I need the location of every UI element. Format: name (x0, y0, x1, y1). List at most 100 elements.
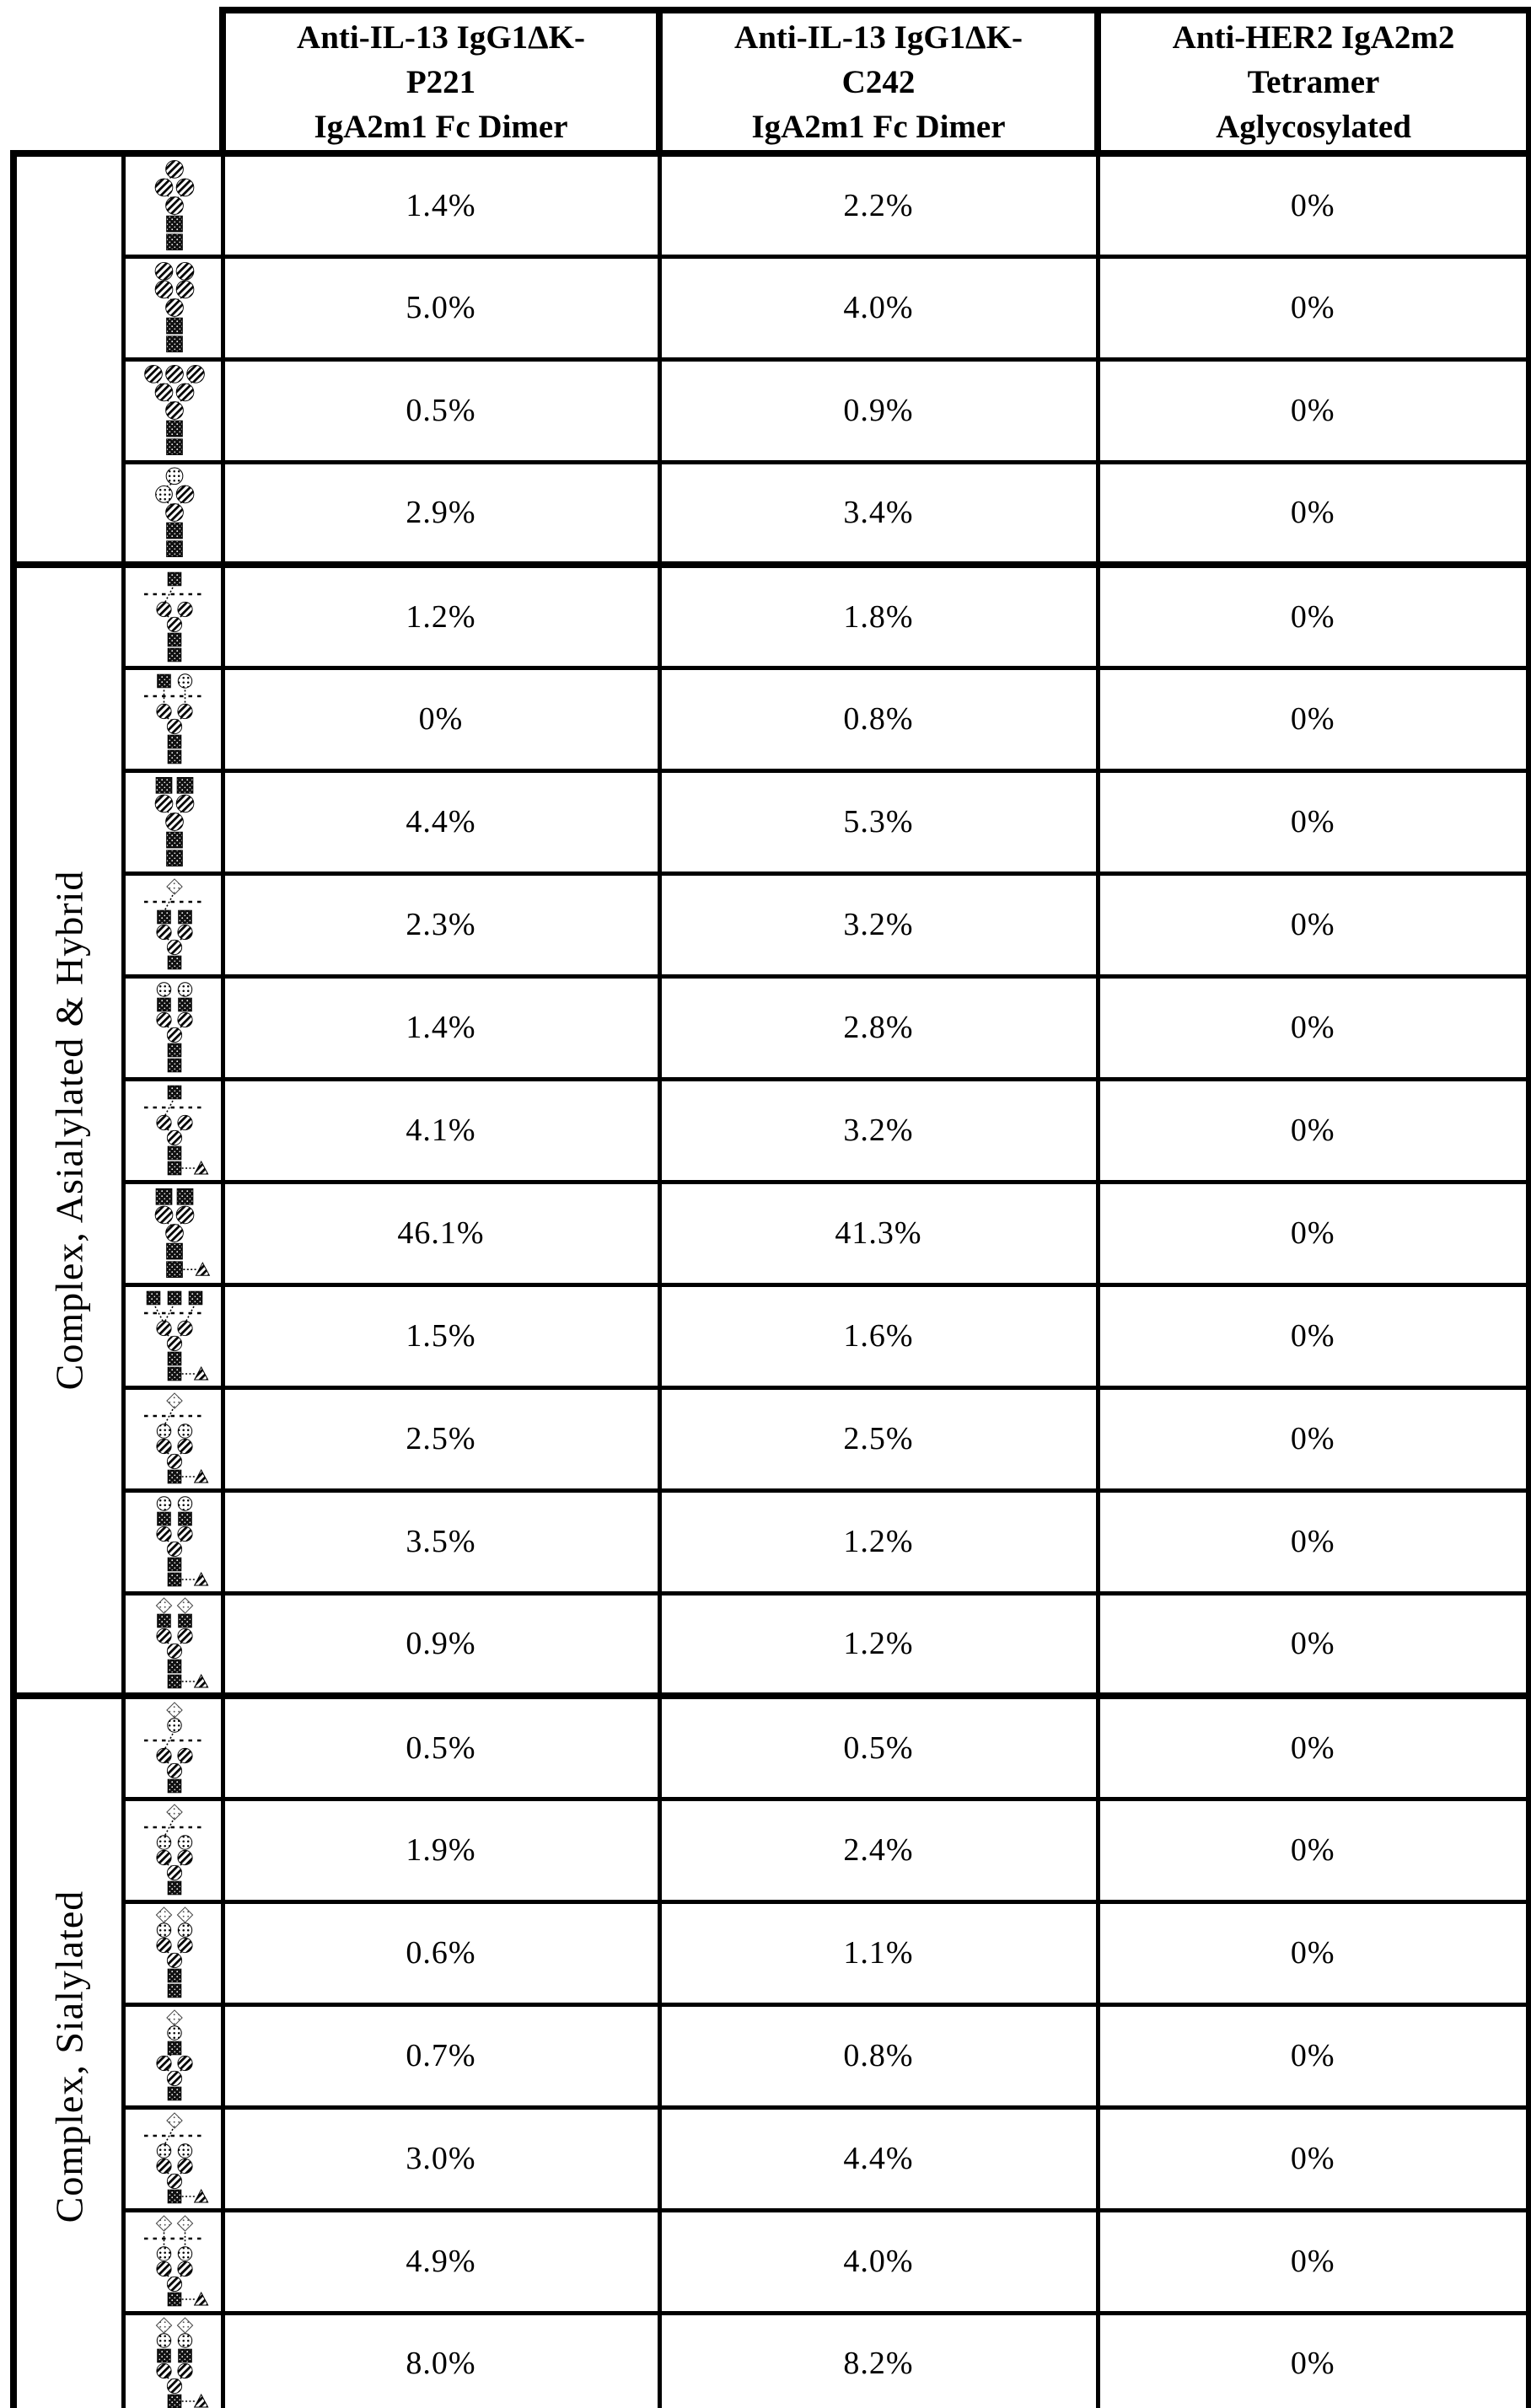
table-row: 1.5% 1.6% 0% (13, 1282, 1531, 1390)
mannose-circle-symbol (166, 939, 182, 956)
value-cell: 0% (1095, 768, 1531, 876)
glcnac-square-symbol (165, 420, 183, 437)
sialic-acid-diamond-symbol (176, 1597, 193, 1615)
glycan-structure-cell (121, 1692, 225, 1801)
value-cell: 2.5% (657, 1385, 1100, 1493)
glycan-structure-icon (154, 160, 194, 250)
galactose-circle-symbol (156, 1496, 171, 1511)
glcnac-square-symbol (156, 2348, 171, 2363)
column-header-line: Anti-IL-13 IgG1ΔK- (734, 19, 1023, 56)
table-row: 0% 0.8% 0% (13, 665, 1531, 773)
table-row: 0.5% 0.9% 0% (13, 357, 1531, 464)
group-label-text: Complex, Asialylated & Hybrid (47, 870, 91, 1391)
glcnac-square-symbol (165, 850, 183, 867)
value-cell: 0% (1095, 1385, 1531, 1493)
glcnac-square-symbol (165, 215, 183, 233)
glycan-structure-icon (143, 571, 205, 662)
glcnac-square-symbol (165, 335, 183, 353)
mannose-circle-symbol (164, 401, 184, 420)
value-cell: 1.6% (657, 1282, 1100, 1390)
fucose-triangle-symbol (193, 1365, 208, 1381)
table-row: 3.5% 1.2% 0% (13, 1488, 1531, 1596)
value-cell: 5.0% (220, 254, 662, 362)
value-cell: 0% (1095, 2002, 1531, 2110)
value-cell: 0% (1095, 357, 1531, 464)
glcnac-square-symbol (167, 1351, 181, 1366)
galactose-circle-symbol (156, 1424, 171, 1439)
mannose-circle-symbol (155, 1438, 172, 1455)
group-label-cell (10, 150, 126, 567)
table-row: 0.9% 1.2% 0% (13, 1590, 1531, 1698)
glycan-structure-cell (121, 973, 225, 1081)
glycan-structure-cell (121, 1282, 225, 1390)
glcnac-square-symbol (165, 1261, 183, 1279)
fucose-triangle-symbol (195, 1262, 210, 1276)
fucose-triangle-symbol (193, 2291, 208, 2306)
table-row: 0.7% 0.8% 0% (13, 2002, 1531, 2110)
glycan-structure-icon (155, 982, 193, 1073)
glycan-structure-cell (121, 2105, 225, 2212)
glycan-structure-cell (121, 1179, 225, 1287)
value-cell: 0% (1095, 561, 1531, 670)
glycan-structure-icon (143, 2112, 208, 2204)
galactose-circle-symbol (165, 467, 183, 485)
glcnac-square-symbol (188, 1290, 202, 1306)
table-row: Complex, Sialylated 0.5% 0.5% 0% (10, 1692, 1531, 2408)
glcnac-square-symbol (165, 540, 183, 558)
value-cell: 46.1% (220, 1179, 662, 1287)
sialic-acid-diamond-symbol (165, 2112, 183, 2129)
galactose-circle-symbol (156, 2333, 171, 2348)
mannose-circle-symbol (166, 1864, 182, 1881)
galactose-circle-symbol (177, 2333, 192, 2348)
galactose-circle-symbol (177, 2143, 192, 2159)
mannose-circle-symbol (176, 1526, 193, 1542)
glycan-structure-cell (121, 1488, 225, 1596)
glcnac-square-symbol (167, 647, 181, 662)
glycan-structure-cell (121, 1899, 225, 2007)
group-label-text: Complex, Sialylated (47, 1890, 91, 2223)
glcnac-square-symbol (155, 1188, 172, 1205)
glcnac-square-symbol (167, 1968, 181, 1983)
value-cell: 0.5% (657, 1692, 1100, 1801)
column-header: Anti-IL-13 IgG1ΔK- C242 IgA2m1 Fc Dimer (656, 7, 1101, 157)
glycan-structure-cell (121, 2002, 225, 2110)
mannose-circle-symbol (155, 924, 172, 941)
value-cell: 0% (1095, 1692, 1531, 1801)
fucose-triangle-symbol (193, 1160, 208, 1175)
glycan-structure-cell (121, 1590, 225, 1698)
value-cell: 0% (1095, 2105, 1531, 2212)
glcnac-square-symbol (156, 1511, 171, 1526)
column-header-line: Anti-HER2 IgA2m2 (1172, 19, 1455, 56)
glcnac-square-symbol (167, 1058, 181, 1073)
table-row: 0.6% 1.1% 0% (13, 1899, 1531, 2007)
galactose-circle-symbol (177, 1424, 192, 1439)
glycan-structure-icon (143, 673, 205, 764)
glcnac-square-symbol (156, 673, 171, 689)
column-header-line: P221 (406, 63, 476, 100)
mannose-circle-symbol (164, 1224, 184, 1242)
mannose-circle-symbol (166, 1644, 182, 1660)
mannose-circle-symbol (155, 1526, 172, 1542)
sialic-acid-diamond-symbol (176, 2215, 193, 2232)
glcnac-square-symbol (167, 2041, 181, 2056)
table-row: 4.4% 5.3% 0% (13, 768, 1531, 876)
glcnac-square-symbol (167, 1469, 181, 1484)
mannose-circle-symbol (176, 2261, 193, 2277)
value-cell: 2.8% (657, 973, 1100, 1081)
table-row: 5.0% 4.0% 0% (13, 254, 1531, 362)
glcnac-square-symbol (167, 1880, 181, 1896)
mannose-circle-symbol (175, 1205, 194, 1225)
mannose-circle-symbol (166, 1453, 182, 1470)
value-cell: 0.6% (220, 1899, 662, 2007)
glcnac-square-symbol (177, 909, 192, 925)
value-cell: 2.4% (657, 1796, 1100, 1904)
value-cell: 0% (220, 665, 662, 773)
mannose-circle-symbol (166, 1762, 182, 1778)
mannose-circle-symbol (166, 2379, 182, 2395)
mannose-circle-symbol (175, 485, 194, 504)
fucose-triangle-symbol (193, 1468, 208, 1483)
mannose-circle-symbol (155, 2363, 172, 2379)
mannose-circle-symbol (155, 2158, 172, 2175)
glycan-structure-icon (143, 2215, 208, 2307)
glycan-structure-cell (121, 2207, 225, 2315)
